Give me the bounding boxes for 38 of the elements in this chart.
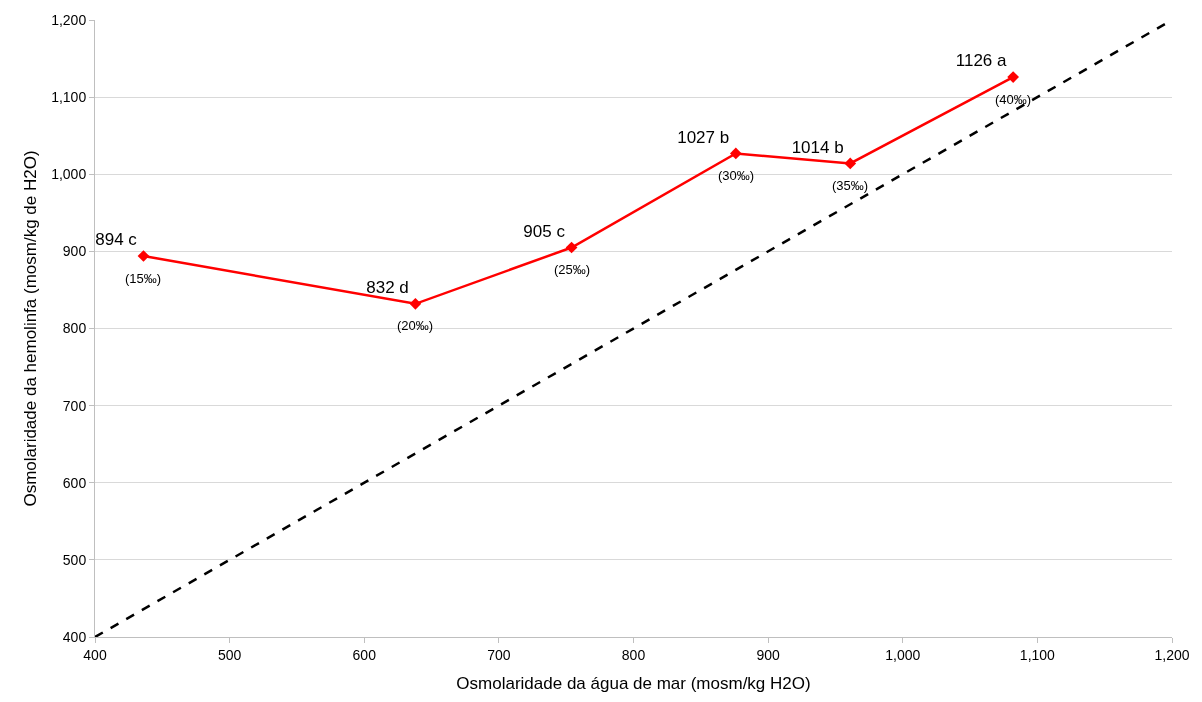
x-tick-label: 700 [487,646,511,663]
x-tick-label: 1,000 [885,646,921,663]
point [409,297,422,310]
point [729,147,742,160]
annotation: (15‰) [125,271,162,286]
y-tick-label: 700 [62,397,87,414]
point [565,241,578,254]
y-tick-label: 900 [62,243,87,260]
data-label: 894 c [95,230,138,250]
data-label: 832 d [366,277,409,297]
x-tick-label: 1,100 [1019,646,1056,663]
point [1007,71,1019,83]
y-axis-title: Osmolaridade da hemolinfa (mosm/kg de H2O) [20,150,40,507]
x-tick-label: 800 [621,646,646,663]
x-axis-title: Osmolaridade da água de mar (mosm/kg H2O) [456,674,811,694]
annotation: (20‰) [397,318,434,333]
data-label: 905 c [523,221,566,241]
y-tick-label: 1,000 [51,166,87,183]
y-tick-label: 1,100 [51,89,87,106]
y-tick-label: 400 [62,628,87,645]
annotation: (40‰) [995,92,1032,107]
point [844,157,857,170]
x-tick-label: 400 [83,646,107,663]
x-tick-label: 900 [756,646,781,663]
data-label: 1126 a [955,51,1008,71]
data-label: 1027 b [677,127,730,147]
point [137,250,150,262]
annotation: (25‰) [554,262,591,277]
annotation: (35‰) [832,178,869,193]
x-tick-label: 500 [217,646,242,663]
x-tick-label: 1,200 [1154,646,1190,663]
annotation: (30‰) [718,168,755,183]
y-tick-label: 1,200 [51,11,87,28]
y-tick-label: 600 [62,474,87,491]
y-tick-label: 500 [62,551,87,568]
data-label: 1014 b [791,137,844,157]
x-tick-label: 600 [352,646,377,663]
y-tick-label: 800 [62,320,87,337]
